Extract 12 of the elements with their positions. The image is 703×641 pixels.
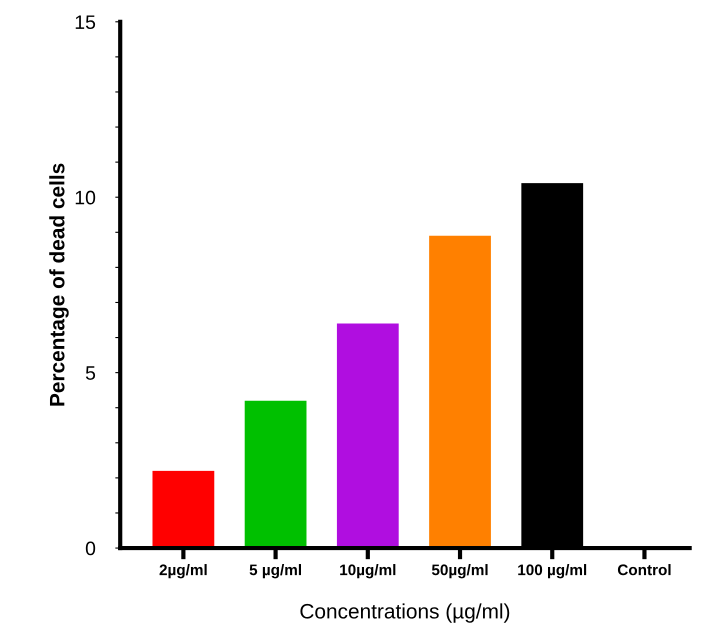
y-tick-label: 10 — [76, 190, 96, 204]
x-tick-label: 10µg/ml — [340, 564, 396, 578]
x-tick-label: 100 µg/ml — [518, 564, 586, 578]
x-tick-label: 2µg/ml — [160, 564, 207, 578]
x-axis-title: Concentrations (µg/ml) — [300, 603, 510, 623]
y-tick-label: 5 — [86, 366, 96, 380]
y-axis-title: Percentage of dead cells — [49, 164, 69, 406]
y-tick-label: 15 — [76, 15, 96, 30]
x-tick-label: 50µg/ml — [432, 564, 488, 578]
x-tick-label: 5 µg/ml — [250, 564, 301, 578]
y-tick-label: 0 — [86, 542, 96, 556]
x-tick-label: Control — [618, 564, 671, 576]
